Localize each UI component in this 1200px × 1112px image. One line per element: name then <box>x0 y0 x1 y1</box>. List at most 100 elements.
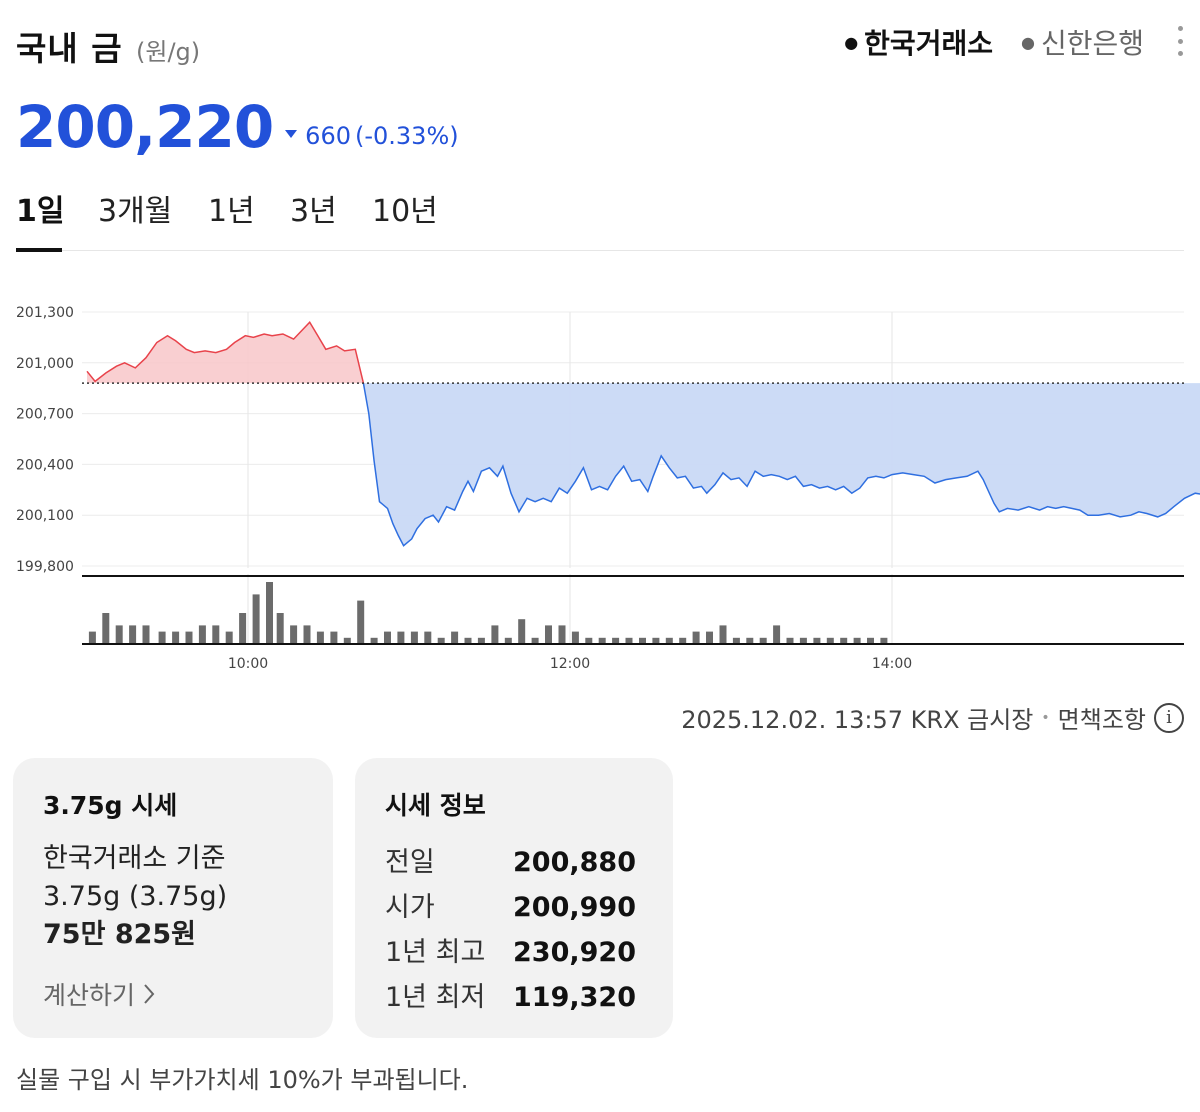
calculate-link[interactable]: 계산하기 <box>43 976 155 1012</box>
timestamp-text: 2025.12.02. 13:57 KRX 금시장 <box>681 706 1034 734</box>
down-area <box>363 383 1200 546</box>
tab-10y[interactable]: 10년 <box>372 194 438 229</box>
volume-bar <box>397 631 405 644</box>
volume-bar <box>491 625 499 644</box>
volume-bar <box>266 582 273 644</box>
info-value: 200,990 <box>513 892 636 923</box>
amount-text: 75만 825원 <box>43 919 197 950</box>
volume-bar <box>198 625 206 644</box>
down-line <box>362 382 1200 547</box>
source-label: 신한은행 <box>1040 27 1144 60</box>
source-krx[interactable]: ● 한국거래소 <box>844 22 993 62</box>
source-label: 한국거래소 <box>864 27 993 60</box>
volume-bar <box>826 637 834 644</box>
volume-bar <box>410 631 418 644</box>
change-amount: 660 <box>305 122 351 150</box>
volume-bar <box>384 631 391 644</box>
volume-bar <box>880 637 888 644</box>
down-triangle-icon <box>285 130 298 138</box>
info-value: 230,920 <box>513 937 636 968</box>
info-value: 119,320 <box>513 982 636 1013</box>
volume-bar <box>142 625 150 644</box>
card-title: 3.75g 시세 <box>43 791 178 820</box>
y-tick-label: 201,300 <box>16 305 74 321</box>
disclaimer-link[interactable]: 면책조항 <box>1057 706 1146 734</box>
volume-bar <box>719 625 727 644</box>
volume-bar <box>652 637 660 644</box>
up-line <box>86 320 365 384</box>
info-row: 1년 최고 230,920 <box>385 930 643 975</box>
card-price-info: 시세 정보 전일 200,880 시가 200,990 1년 최고 230,92… <box>355 758 673 1038</box>
volume-bar <box>786 637 794 644</box>
more-options-icon[interactable] <box>1176 26 1184 56</box>
volume-bar <box>853 637 861 644</box>
volume-bar <box>732 637 740 644</box>
volume-bar <box>625 637 633 644</box>
volume-bar <box>867 637 874 644</box>
chart-svg: 201,300 201,000 200,700 200,400 200,100 199,8… <box>16 305 1200 672</box>
volume-bar <box>706 631 713 644</box>
volume-bar <box>212 625 220 644</box>
volume-bar <box>357 600 365 644</box>
volume-bar <box>639 637 646 644</box>
volume-bar <box>437 637 445 644</box>
unit-label: (원/g) <box>136 38 201 66</box>
vat-footnote: 실물 구입 시 부가가치세 10%가 부과됩니다. <box>16 1066 469 1094</box>
source-shinhan[interactable]: ● 신한은행 <box>1021 22 1144 62</box>
volume-bar <box>290 625 298 644</box>
volume-bar <box>504 637 512 644</box>
price-row: 200,220 660 (-0.33%) <box>16 86 459 156</box>
volume-bar <box>129 625 137 644</box>
volume-bar <box>598 637 606 644</box>
volume-bar <box>451 631 459 644</box>
info-label: 1년 최저 <box>385 982 486 1013</box>
info-label: 전일 <box>385 847 435 878</box>
tab-3m[interactable]: 3개월 <box>98 194 173 229</box>
tab-3y[interactable]: 3년 <box>290 194 337 229</box>
period-tabs: 1일 3개월 1년 3년 10년 <box>16 182 1184 252</box>
bullet-icon: ● <box>844 32 859 52</box>
x-tick-label: 14:00 <box>872 656 912 672</box>
info-row: 1년 최저 119,320 <box>385 975 643 1020</box>
calculate-label: 계산하기 <box>43 981 136 1010</box>
volume-bar <box>343 637 351 644</box>
y-tick-label: 200,400 <box>16 457 74 473</box>
volume-bar <box>665 637 673 644</box>
volume-bar <box>813 637 821 644</box>
volume-bar <box>88 631 96 644</box>
volume-bar <box>679 637 687 644</box>
volume-bar <box>799 637 807 644</box>
tab-1d[interactable]: 1일 <box>16 194 65 229</box>
info-row: 시가 200,990 <box>385 885 643 930</box>
price-chart[interactable]: 201,300 201,000 200,700 200,400 200,100 199,8… <box>0 290 1200 690</box>
volume-bar <box>612 637 620 644</box>
y-tick-label: 200,700 <box>16 407 74 423</box>
page-title: 국내 금 <box>16 29 123 68</box>
volume-bar <box>840 637 848 644</box>
card-375g-price: 3.75g 시세 한국거래소 기준 3.75g (3.75g) 75만 825원… <box>13 758 333 1038</box>
volume-bar <box>172 631 180 644</box>
basis-text: 한국거래소 기준 <box>43 843 226 874</box>
source-selector: ● 한국거래소 ● 신한은행 <box>844 22 1144 62</box>
tab-1y[interactable]: 1년 <box>208 194 255 229</box>
info-icon[interactable]: i <box>1154 702 1184 733</box>
volume-bar <box>477 637 485 644</box>
volume-bar <box>585 637 593 644</box>
volume-bar <box>330 631 338 644</box>
volume-bar <box>424 631 432 644</box>
y-tick-label: 199,800 <box>16 559 74 575</box>
bullet-icon: ● <box>1020 32 1035 52</box>
info-value: 200,880 <box>513 847 636 878</box>
volume-bar <box>370 637 378 644</box>
volume-bar <box>303 625 311 644</box>
info-label: 1년 최고 <box>385 937 486 968</box>
volume-bar <box>759 637 767 644</box>
y-tick-label: 200,100 <box>16 508 74 524</box>
volume-bar <box>225 631 233 644</box>
separator-dot: • <box>1041 709 1050 726</box>
volume-bar <box>746 637 754 644</box>
info-label: 시가 <box>385 892 435 923</box>
up-area <box>87 322 364 384</box>
x-tick-label: 10:00 <box>228 656 268 672</box>
active-tab-indicator <box>16 248 62 252</box>
